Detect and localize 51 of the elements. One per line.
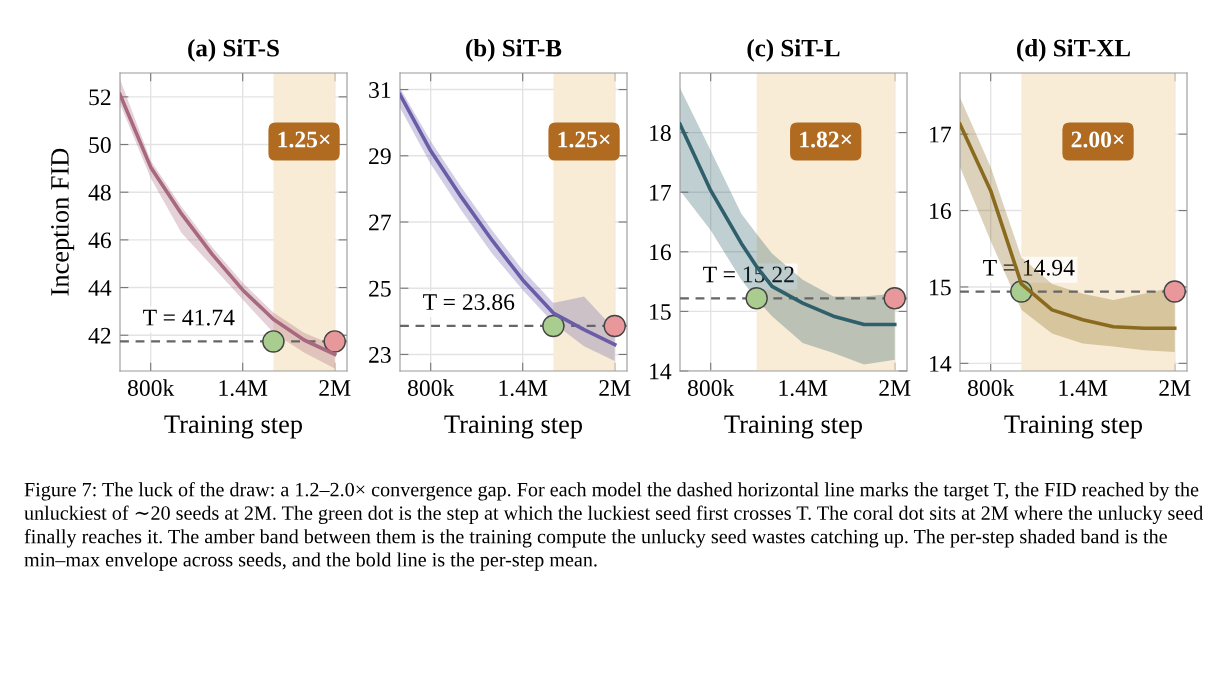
y-tick-label: 18 — [650, 125, 671, 142]
x-tick-label: 1.4M — [1059, 380, 1108, 397]
y-tick-label: 27 — [369, 214, 391, 231]
band-label: 1.25× — [558, 131, 610, 148]
x-axis-title: Training step — [164, 415, 302, 439]
x-axis-title: Training step — [444, 415, 582, 439]
x-tick-label: 800k — [687, 379, 735, 396]
x-tick-label: 2M — [599, 380, 631, 396]
y-tick-label: 31 — [369, 82, 391, 98]
x-tick-label: 2M — [1159, 380, 1191, 396]
x-tick-label: 2M — [879, 380, 911, 396]
y-tick-label: 44 — [88, 280, 112, 296]
y-tick-label: 50 — [89, 137, 111, 153]
y-tick-label: 15 — [650, 304, 671, 320]
y-tick-label: 17 — [650, 184, 671, 201]
y-tick-label: 52 — [89, 89, 111, 106]
y-tick-label: 16 — [930, 203, 951, 219]
y-tick-label: 14 — [930, 355, 952, 372]
band-label: 1.82× — [800, 131, 852, 148]
y-tick-label: 46 — [88, 232, 111, 249]
caption: Figure 7: The luck of the draw: a 1.2–2.0× convergence gap. For each model the dashed horizontal line marks the target T, the FID reached by the unluckiest of ∼20 seeds at 2M. The green dot is the step at which the luckiest seed first crosses T. The coral dot sits at 2M where the unlucky seed finally reaches it. The amber band between them is the training compute the unlucky seed wastes catching up. The per-step shaded band is the min–max envelope across seeds, and the bold line is the per-step mean. — [24, 482, 1204, 571]
y-tick-label: 25 — [369, 280, 391, 297]
chart-title: (c) SiT-L — [747, 38, 840, 62]
ref-line-label: T = 14.94 — [983, 259, 1075, 276]
chart-title: (d) SiT-XL — [1017, 38, 1130, 62]
y-tick-label: 15 — [930, 279, 951, 296]
ref-line-label: T = 23.86 — [423, 294, 515, 311]
x-tick-label: 800k — [967, 379, 1015, 396]
ref-line-label: T = 41.74 — [143, 309, 235, 326]
y-tick-label: 23 — [369, 347, 391, 363]
line-series — [960, 122, 1177, 331]
x-tick-label: 1.4M — [219, 380, 268, 397]
x-tick-label: 1.4M — [779, 380, 828, 397]
x-tick-label: 2M — [319, 380, 351, 396]
y-tick-label: 14 — [650, 363, 672, 380]
y-tick-label: 16 — [650, 244, 671, 261]
y-tick-label: 42 — [88, 327, 111, 344]
y-tick-label: 17 — [930, 126, 951, 143]
x-tick-label: 1.4M — [499, 380, 548, 397]
x-axis-title: Training step — [724, 415, 862, 439]
x-tick-label: 800k — [127, 379, 175, 396]
chart-title: (a) SiT-S — [188, 38, 279, 62]
y-axis-title: Inception FID — [51, 148, 75, 296]
y-tick-label: 48 — [88, 184, 111, 201]
x-axis-title: Training step — [1004, 415, 1142, 439]
x-tick-label: 800k — [407, 379, 455, 396]
line-series — [680, 122, 897, 327]
y-tick-label: 29 — [369, 148, 391, 165]
chart-title: (b) SiT-B — [466, 38, 562, 62]
band-label: 2.00× — [1071, 131, 1124, 148]
band-label: 1.25× — [278, 131, 330, 148]
